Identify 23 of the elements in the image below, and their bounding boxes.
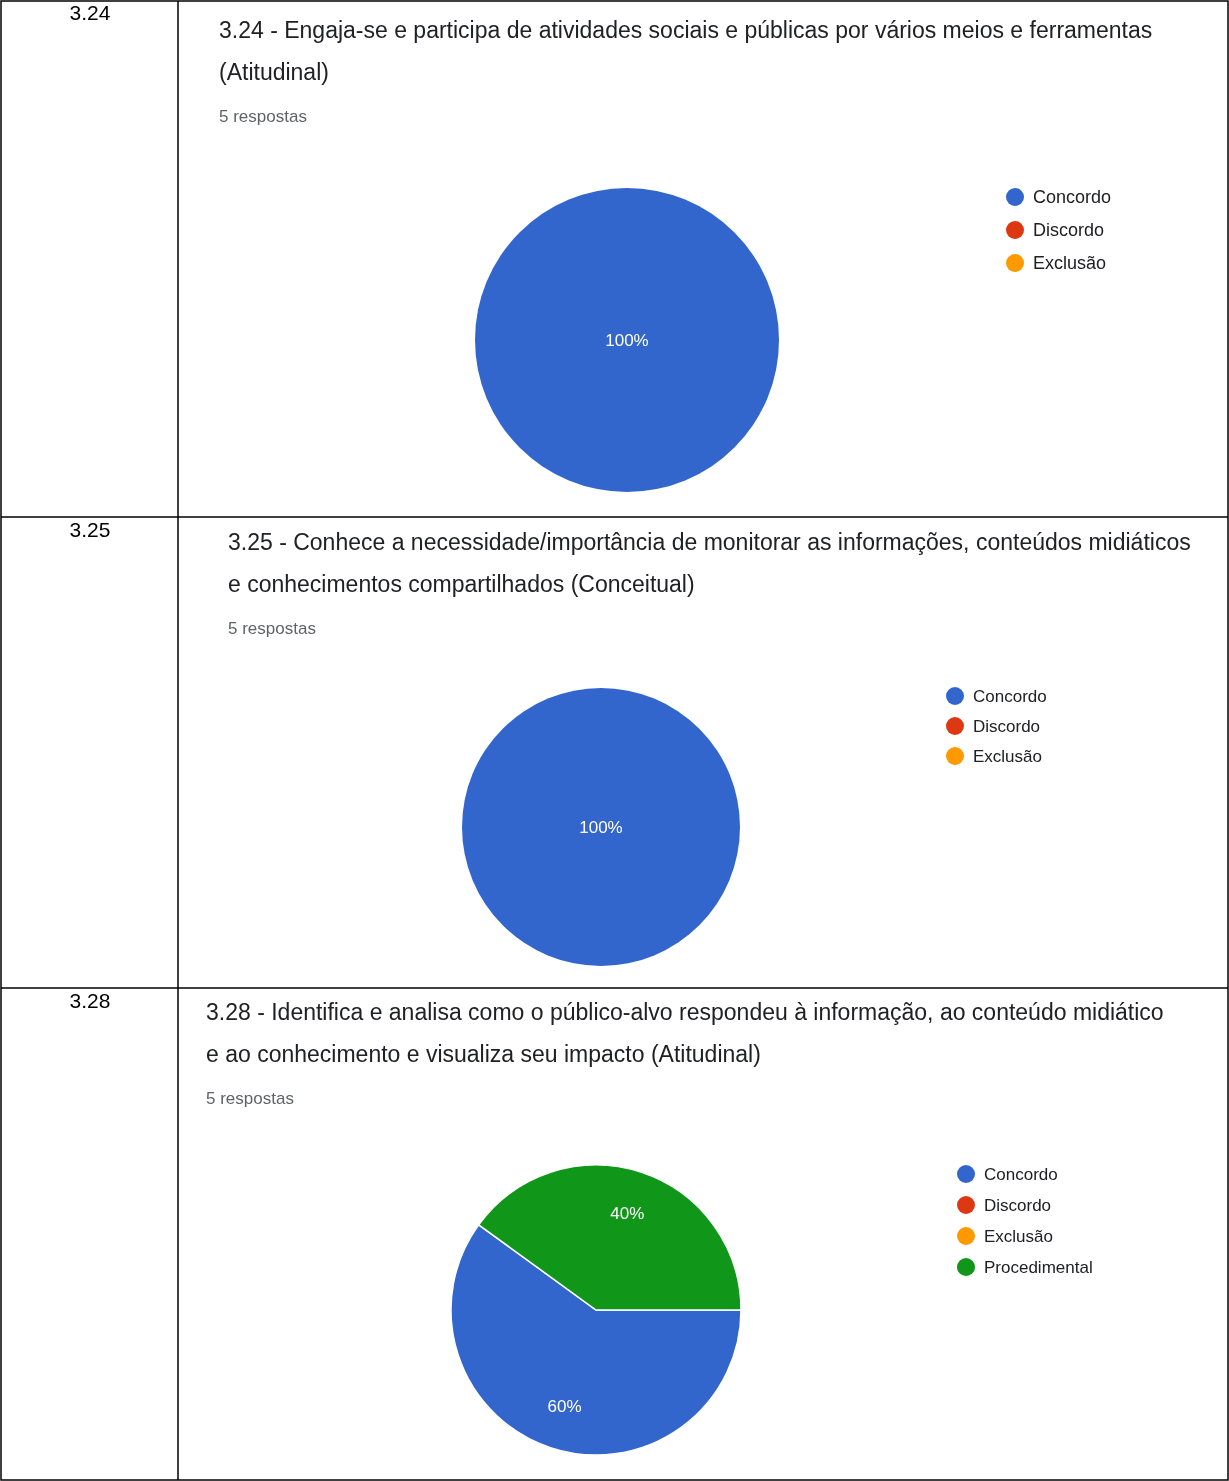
chart-title: 3.28 - Identifica e analisa como o público-alvo respondeu à informação, ao conteúdo midiático e ao conhecimento e visualiza seu impacto (Atitudinal) (206, 999, 1164, 1068)
legend-label: Concordo (984, 1164, 1058, 1184)
legend-label: Exclusão (973, 746, 1042, 766)
chart-title: 3.25 - Conhece a necessidade/importância de monitorar as informações, conteúdos midiáticos e conhecimentos compartilhados (Conceitual) (228, 529, 1191, 598)
legend-label: Discordo (984, 1195, 1052, 1215)
data-label: 60% (547, 1397, 582, 1417)
data-label: 100% (605, 330, 649, 350)
text: 3.24 (69, 1, 111, 24)
legend-label: Concordo (973, 686, 1047, 706)
legend-label: Procedimental (984, 1257, 1093, 1277)
text: 5 respostas (219, 106, 307, 126)
chart-title: 3.24 - Engaja-se e participa de atividades sociais e públicas por vários meios e ferramentas (Atitudinal) (219, 17, 1153, 86)
legend-label: Discordo (973, 716, 1041, 736)
legend-label: Exclusão (1033, 253, 1107, 274)
data-label: 100% (579, 817, 623, 837)
text: 3.28 (69, 989, 111, 1012)
data-label: 40% (610, 1204, 645, 1224)
legend-label: Discordo (1033, 220, 1105, 241)
text: 5 respostas (228, 618, 316, 638)
text: 3.25 (69, 518, 111, 541)
legend-label: Exclusão (984, 1226, 1053, 1246)
text: 5 respostas (206, 1088, 294, 1108)
legend-label: Concordo (1033, 187, 1112, 208)
